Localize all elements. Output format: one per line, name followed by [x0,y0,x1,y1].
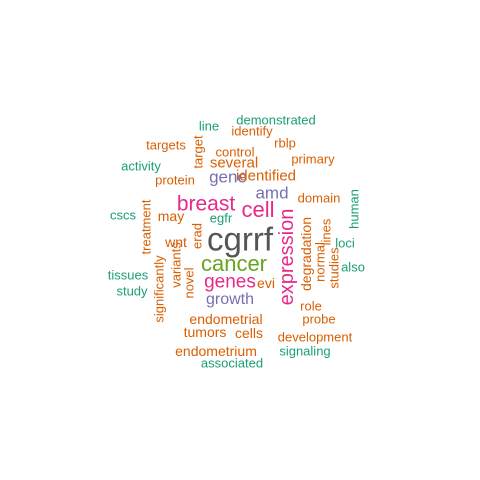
word-line: line [198,118,220,134]
word-cell: cell [241,197,275,222]
word-protein: protein [155,172,195,188]
word-signaling: signaling [279,343,331,359]
word-control: control [215,144,255,160]
word-breast: breast [176,192,236,216]
word-treatment: treatment [138,199,154,255]
word-erad: erad [189,222,205,250]
word-endometrium: endometrium [175,343,257,359]
word-activity: activity [121,158,161,174]
word-genes: genes [204,271,256,293]
word-studies: studies [326,247,342,289]
word-amd: amd [255,183,289,203]
word-primary: primary [291,151,335,167]
word-gene: gene [209,167,247,187]
word-identify: identify [231,123,273,139]
word-demonstrated: demonstrated [236,112,316,128]
word-may: may [157,208,185,224]
word-cgrrf: cgrrf [207,220,273,258]
word-significantly: significantly [151,255,167,323]
word-endometrial: endometrial [189,311,263,327]
word-tissues: tissues [107,267,149,283]
word-human: human [346,189,362,229]
word-domain: domain [297,190,341,206]
word-growth: growth [205,291,255,308]
word-cells: cells [234,325,264,341]
word-role: role [300,298,322,314]
word-degradation: degradation [298,217,314,291]
word-probe: probe [302,311,336,327]
word-novel: novel [181,267,197,299]
word-several: several [209,154,259,172]
word-identified: identified [235,167,297,185]
word-targets: targets [146,137,186,153]
word-expression: expression [276,208,298,306]
word-loci: loci [335,235,355,251]
word-cscs: cscs [110,207,136,223]
word-egfr: egfr [209,210,233,226]
word-tumors: tumors [183,324,227,340]
word-evi: evi [257,275,275,291]
word-also: also [341,259,365,275]
word-rblp: rblp [274,135,296,151]
word-normal: normal [312,242,328,282]
word-development: development [277,329,353,345]
word-wnt: wnt [165,234,187,250]
word-study: study [116,283,148,299]
word-target: target [190,135,206,169]
word-associated: associated [200,355,264,371]
word-cancer: cancer [200,251,268,276]
